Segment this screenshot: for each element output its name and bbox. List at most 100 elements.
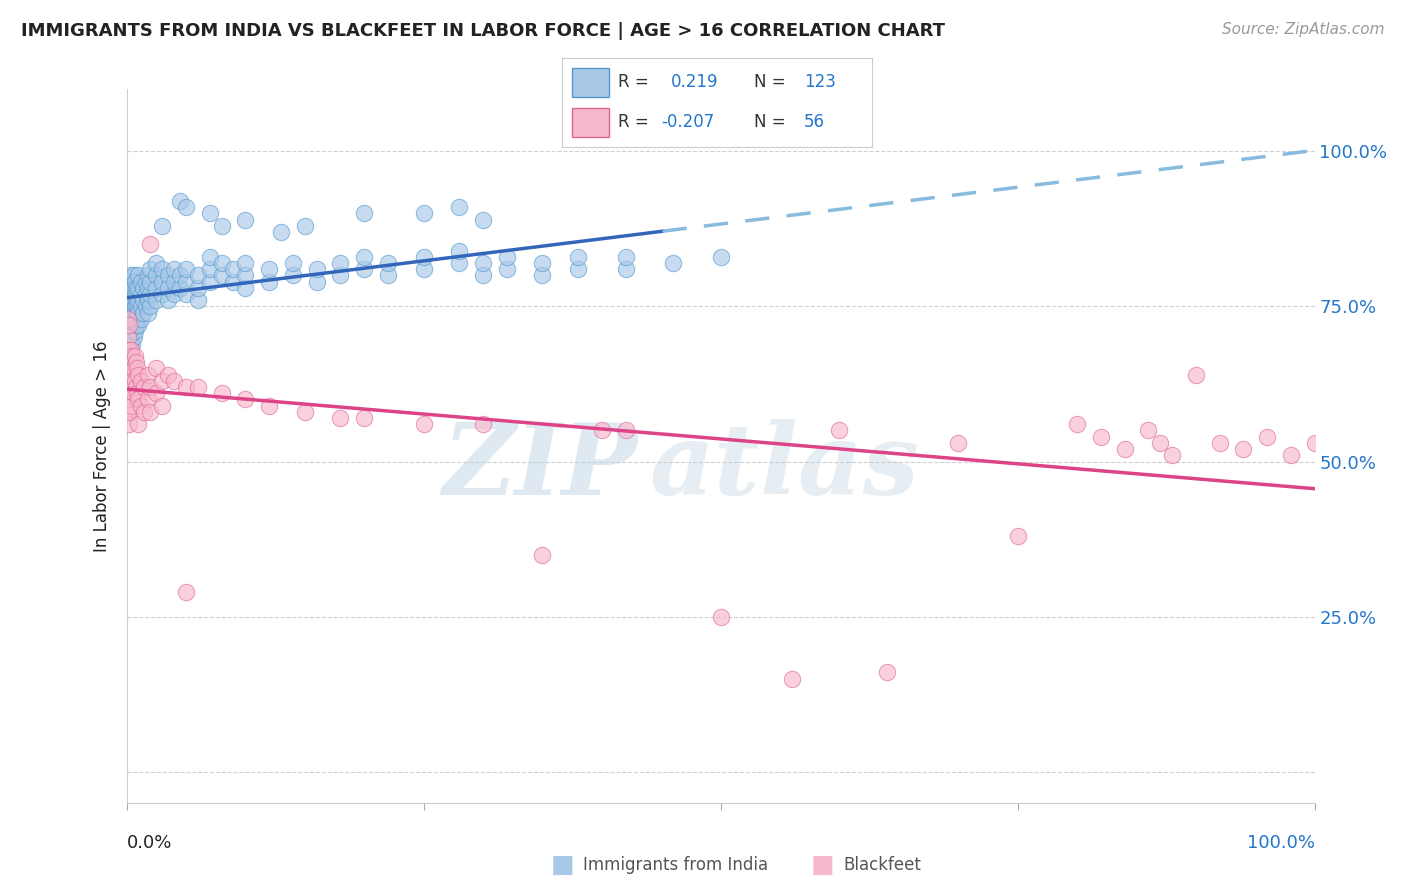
Text: atlas: atlas — [650, 419, 920, 516]
Point — [122, 330, 145, 344]
Point — [139, 380, 162, 394]
Point — [120, 380, 142, 394]
Point — [117, 355, 139, 369]
Bar — [572, 108, 609, 137]
Point — [257, 275, 280, 289]
Text: ■: ■ — [551, 854, 574, 877]
Point — [120, 343, 142, 357]
Point — [305, 262, 328, 277]
Point — [125, 380, 148, 394]
Point — [124, 324, 146, 338]
Point — [125, 305, 148, 319]
Point — [120, 405, 142, 419]
Point — [1137, 424, 1160, 438]
Point — [1256, 430, 1278, 444]
Point — [121, 311, 143, 326]
Point — [198, 262, 221, 277]
Point — [174, 275, 197, 289]
Text: 56: 56 — [804, 113, 825, 131]
Point — [139, 275, 162, 289]
Point — [127, 305, 149, 319]
Point — [134, 405, 156, 419]
Point — [709, 250, 731, 264]
Point — [198, 275, 221, 289]
Point — [187, 380, 209, 394]
Point — [120, 299, 142, 313]
Point — [117, 330, 139, 344]
Point — [125, 281, 148, 295]
Point — [129, 374, 152, 388]
Point — [211, 256, 233, 270]
Point — [412, 417, 434, 432]
Point — [121, 287, 143, 301]
Point — [124, 299, 146, 313]
Point — [127, 386, 149, 401]
Point — [120, 343, 142, 357]
Point — [567, 250, 589, 264]
Point — [163, 374, 186, 388]
Point — [135, 275, 157, 289]
Point — [125, 355, 148, 369]
Point — [412, 206, 434, 220]
Point — [120, 305, 142, 319]
Point — [135, 299, 157, 313]
Point — [120, 281, 142, 295]
Text: 100.0%: 100.0% — [1247, 834, 1315, 852]
Point — [129, 275, 152, 289]
Point — [157, 368, 180, 382]
Point — [174, 380, 197, 394]
Point — [139, 262, 162, 277]
Point — [614, 250, 637, 264]
Point — [211, 219, 233, 233]
Text: 0.219: 0.219 — [671, 73, 718, 91]
Point — [121, 299, 143, 313]
Point — [377, 256, 399, 270]
Text: R =: R = — [619, 73, 648, 91]
Point — [122, 293, 145, 308]
Point — [591, 424, 613, 438]
Point — [139, 237, 162, 252]
Point — [121, 399, 143, 413]
Point — [150, 287, 173, 301]
Point — [1161, 448, 1184, 462]
Point — [150, 219, 173, 233]
Point — [163, 287, 186, 301]
Point — [1090, 430, 1112, 444]
Point — [1114, 442, 1136, 456]
Point — [118, 343, 141, 357]
Point — [150, 275, 173, 289]
Point — [169, 268, 191, 283]
Point — [353, 206, 375, 220]
Point — [121, 374, 143, 388]
Point — [233, 212, 256, 227]
Point — [145, 293, 167, 308]
Point — [127, 417, 149, 432]
Text: N =: N = — [754, 73, 786, 91]
Point — [122, 386, 145, 401]
Point — [136, 392, 159, 407]
Point — [946, 436, 969, 450]
Point — [270, 225, 292, 239]
Point — [129, 311, 152, 326]
Point — [1149, 436, 1171, 450]
Point — [305, 275, 328, 289]
Text: Blackfeet: Blackfeet — [844, 856, 921, 874]
Point — [120, 355, 142, 369]
Point — [353, 250, 375, 264]
Point — [118, 343, 141, 357]
Y-axis label: In Labor Force | Age > 16: In Labor Force | Age > 16 — [93, 340, 111, 552]
Point — [122, 281, 145, 295]
Point — [135, 287, 157, 301]
Point — [117, 311, 139, 326]
Point — [118, 318, 141, 332]
Point — [187, 268, 209, 283]
Point — [139, 299, 162, 313]
Point — [120, 368, 142, 382]
Point — [120, 275, 142, 289]
Point — [125, 293, 148, 308]
Point — [120, 293, 142, 308]
Bar — [572, 68, 609, 97]
Point — [449, 256, 471, 270]
Point — [169, 194, 191, 208]
Point — [281, 256, 304, 270]
